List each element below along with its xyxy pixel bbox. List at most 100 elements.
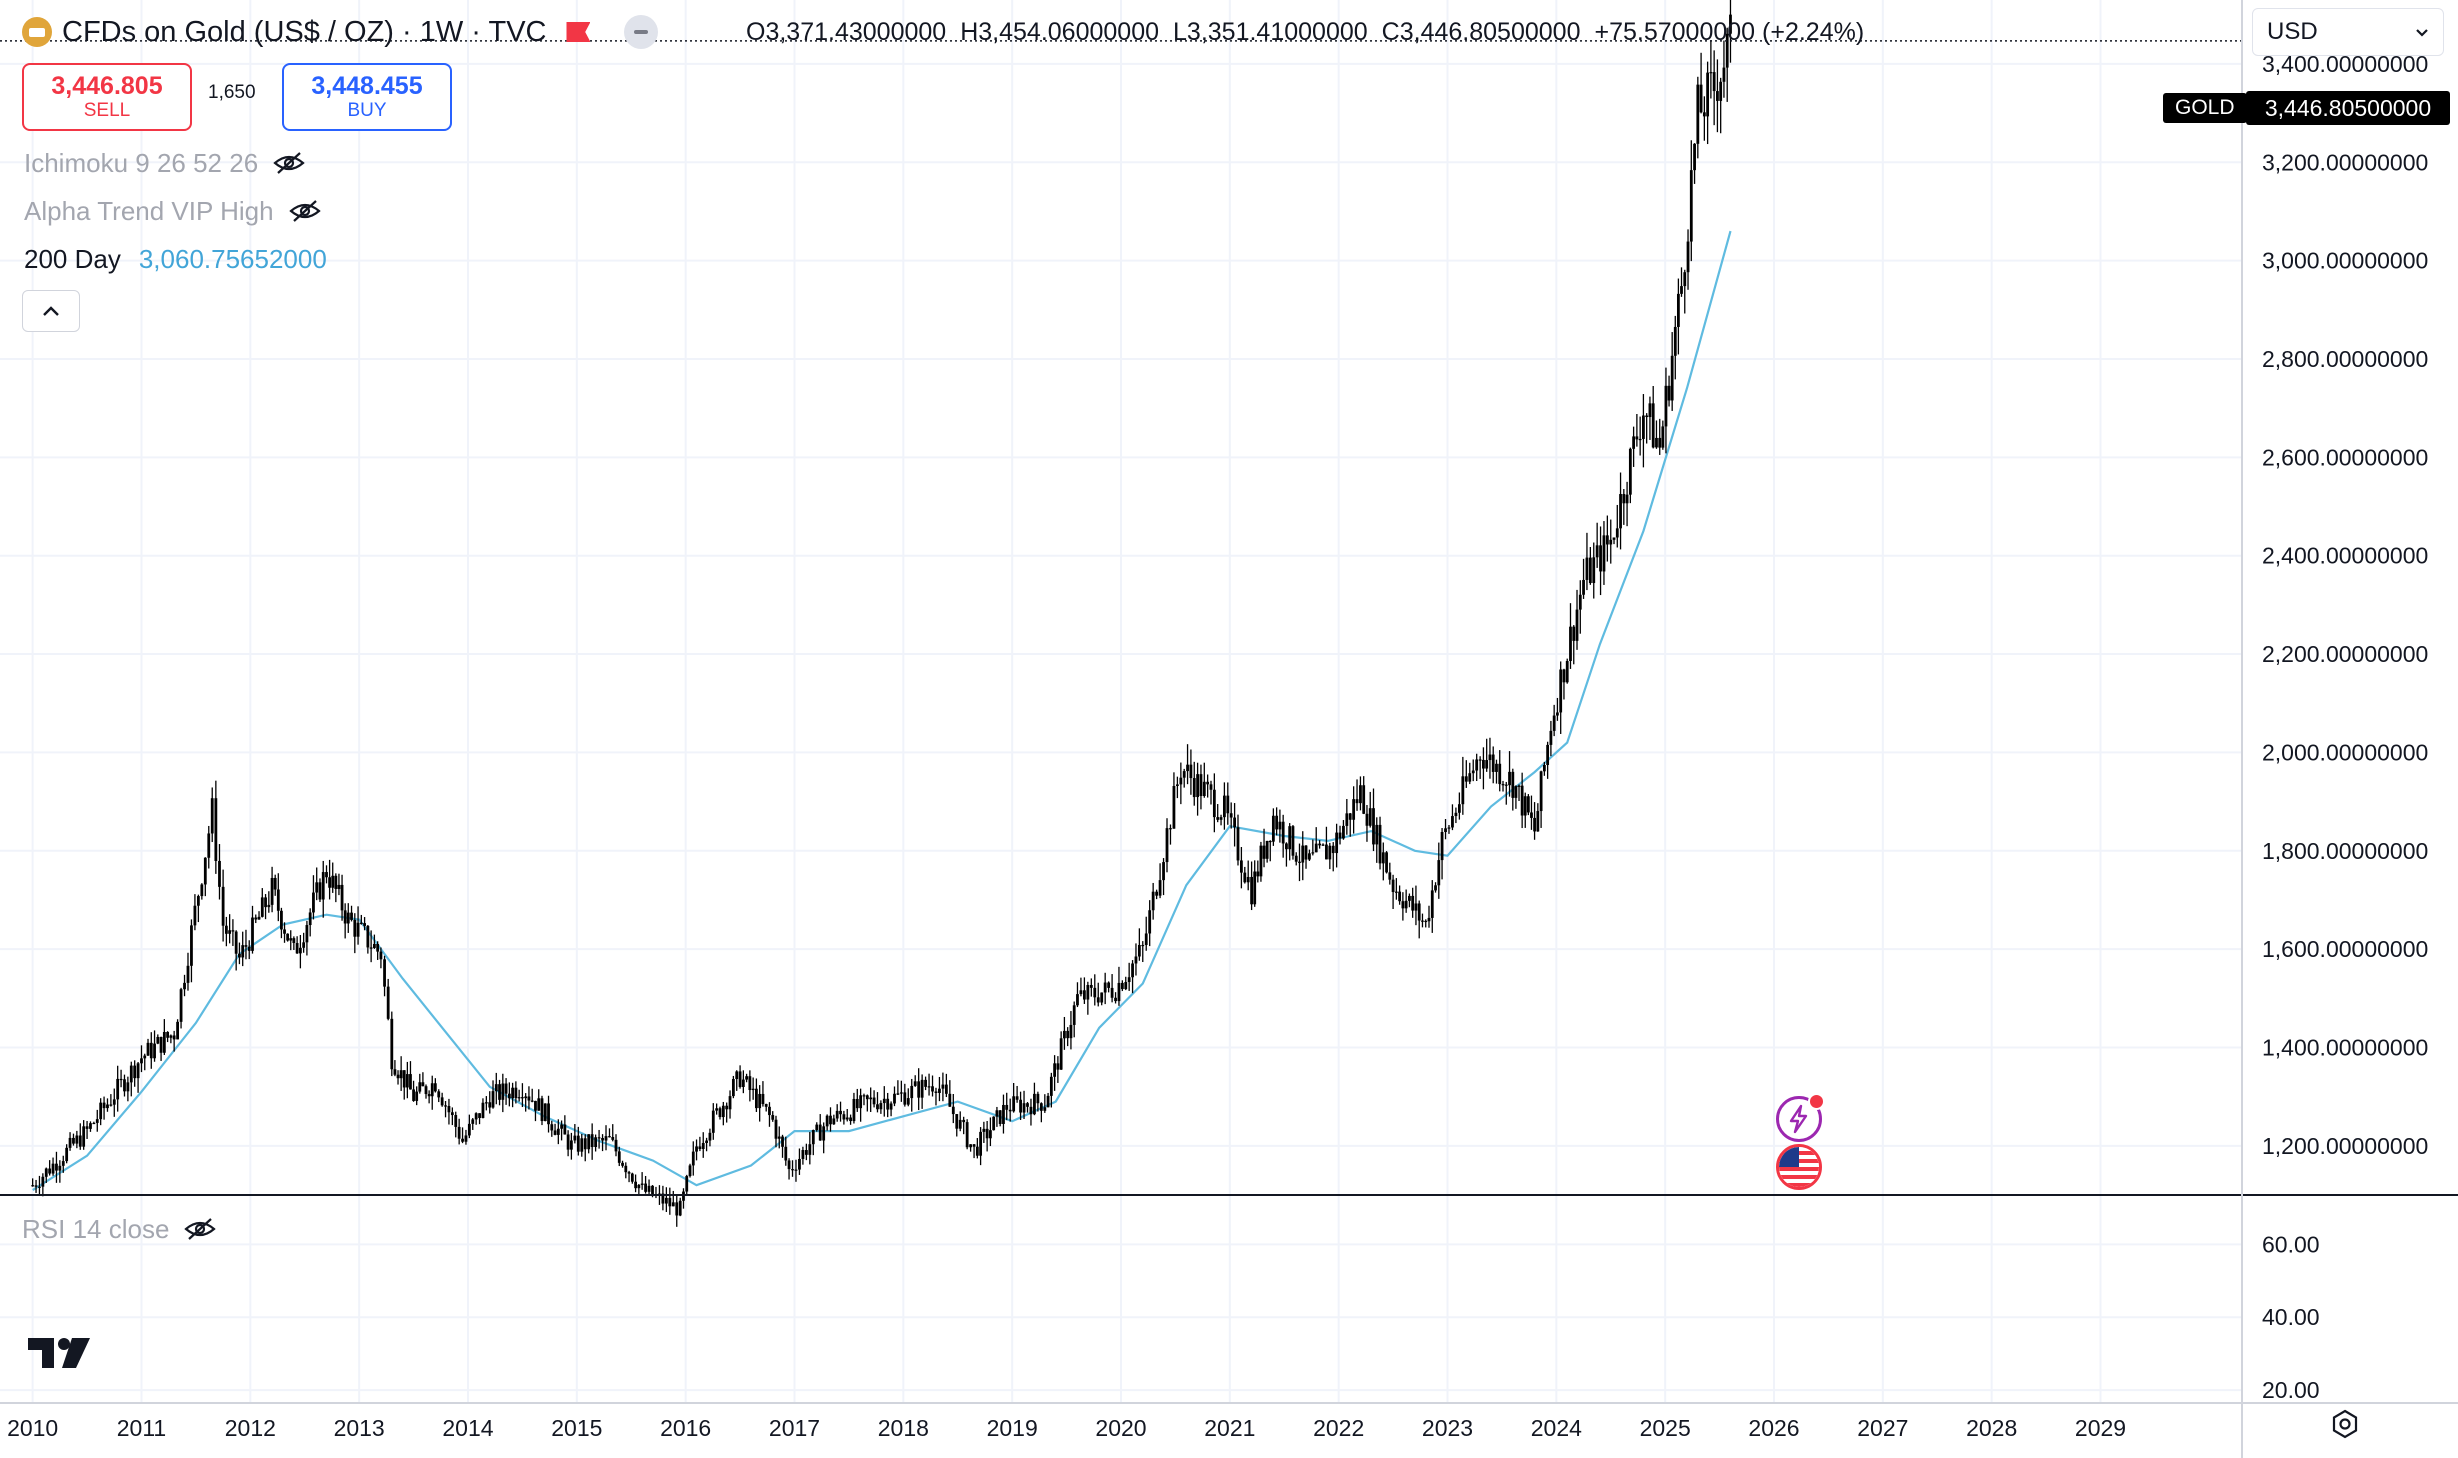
price-candle — [899, 1080, 903, 1102]
tradingview-logo-icon[interactable] — [26, 1336, 92, 1370]
symbol-title[interactable]: CFDs on Gold (US$ / OZ) · 1W · TVC — [62, 15, 547, 48]
symbol-header[interactable]: CFDs on Gold (US$ / OZ) · 1W · TVC — [22, 14, 659, 50]
price-candle — [715, 1103, 719, 1115]
price-candle — [82, 1120, 86, 1150]
price-candle — [611, 1124, 615, 1142]
price-candle — [556, 1119, 560, 1145]
us-flag-icon[interactable] — [1776, 1144, 1822, 1190]
flag-icon[interactable] — [566, 22, 591, 42]
price-candle — [1464, 760, 1468, 788]
price-candle — [254, 914, 258, 924]
price-candle — [149, 1032, 153, 1069]
price-candle — [794, 1159, 798, 1182]
price-candle — [1243, 866, 1247, 884]
buy-button[interactable]: 3,448.455 BUY — [282, 63, 452, 131]
price-candle — [829, 1107, 832, 1132]
price-candle — [498, 1079, 501, 1106]
indicator-ichimoku[interactable]: Ichimoku 9 26 52 26 — [24, 146, 306, 180]
price-candle — [931, 1075, 934, 1097]
rsi-tick-label: 60.00 — [2262, 1231, 2320, 1257]
price-candle — [1642, 394, 1645, 468]
price-candle — [200, 883, 204, 900]
price-candle — [1212, 773, 1216, 833]
indicator-alpha-trend[interactable]: Alpha Trend VIP High — [24, 194, 322, 228]
price-candle — [1271, 808, 1275, 846]
price-candle — [1404, 889, 1408, 913]
open-key: O — [746, 17, 766, 46]
price-candle — [1308, 849, 1311, 861]
price-candle — [962, 1116, 966, 1135]
price-candle — [504, 1078, 508, 1105]
price-candle — [1338, 825, 1342, 845]
price-candle — [1385, 851, 1388, 874]
eye-off-icon[interactable] — [183, 1217, 217, 1241]
price-candle — [852, 1092, 856, 1124]
sell-button[interactable]: 3,446.805 SELL — [22, 63, 192, 131]
collapse-legend-button[interactable] — [22, 290, 80, 332]
price-candle — [1359, 776, 1362, 811]
price-candle — [1411, 887, 1415, 918]
price-candle — [99, 1098, 103, 1126]
price-candle — [1233, 803, 1236, 847]
eye-off-icon[interactable] — [272, 151, 306, 175]
price-candle — [350, 905, 353, 922]
time-tick-label: 2012 — [225, 1415, 276, 1441]
indicator-ma[interactable]: 200 Day 3,060.75652000 — [24, 242, 327, 276]
price-candle — [109, 1094, 113, 1107]
price-candle — [517, 1089, 521, 1102]
price-candle — [842, 1110, 846, 1125]
flash-icon[interactable] — [1776, 1093, 1825, 1142]
price-candle — [405, 1061, 409, 1099]
price-candle — [61, 1155, 65, 1173]
price-candle — [153, 1030, 156, 1062]
price-candle — [1182, 768, 1186, 788]
price-candle — [276, 873, 280, 922]
price-candle — [1693, 143, 1696, 184]
price-candle — [617, 1146, 621, 1167]
price-candle — [1278, 809, 1282, 843]
price-candle — [1196, 762, 1200, 816]
price-candle — [464, 1129, 468, 1145]
price-candle — [1318, 840, 1322, 849]
price-candle — [1256, 860, 1260, 883]
price-candle — [705, 1137, 708, 1152]
price-candle — [798, 1148, 801, 1175]
price-candle — [1562, 668, 1566, 700]
price-candle — [427, 1090, 431, 1104]
minus-icon[interactable] — [624, 15, 659, 49]
price-candle — [1335, 823, 1339, 868]
price-candle — [1454, 807, 1458, 824]
eye-off-icon[interactable] — [288, 199, 322, 223]
price-candle — [815, 1122, 819, 1132]
price-candle — [1162, 858, 1165, 896]
currency-select[interactable]: USD — [2252, 8, 2444, 56]
price-candle — [711, 1103, 715, 1140]
price-candle — [1478, 756, 1482, 779]
price-candle — [1019, 1091, 1022, 1121]
price-candle — [340, 874, 344, 921]
price-candle — [1664, 367, 1668, 454]
price-candle — [267, 891, 271, 913]
price-candle — [218, 844, 221, 900]
rsi-legend[interactable]: RSI 14 close — [22, 1211, 217, 1247]
rsi-label: RSI 14 close — [22, 1213, 170, 1244]
gear-icon[interactable] — [2330, 1409, 2360, 1439]
indicator-alpha-label: Alpha Trend VIP High — [24, 195, 274, 226]
price-candle — [1468, 762, 1472, 785]
price-candle — [116, 1065, 120, 1112]
price-tick-label: 2,800.00000000 — [2262, 346, 2428, 372]
price-candle — [214, 780, 218, 874]
price-candle — [119, 1069, 123, 1088]
price-candle — [998, 1110, 1002, 1127]
price-candle — [292, 936, 296, 950]
price-candle — [257, 911, 261, 920]
price-candle — [569, 1132, 573, 1160]
price-candle — [969, 1144, 973, 1152]
price-candle — [1172, 772, 1176, 829]
price-candle — [1328, 842, 1332, 870]
price-candle — [1036, 1091, 1040, 1112]
price-candle — [196, 894, 200, 923]
price-candle — [1301, 831, 1305, 881]
price-candle — [1089, 978, 1093, 997]
